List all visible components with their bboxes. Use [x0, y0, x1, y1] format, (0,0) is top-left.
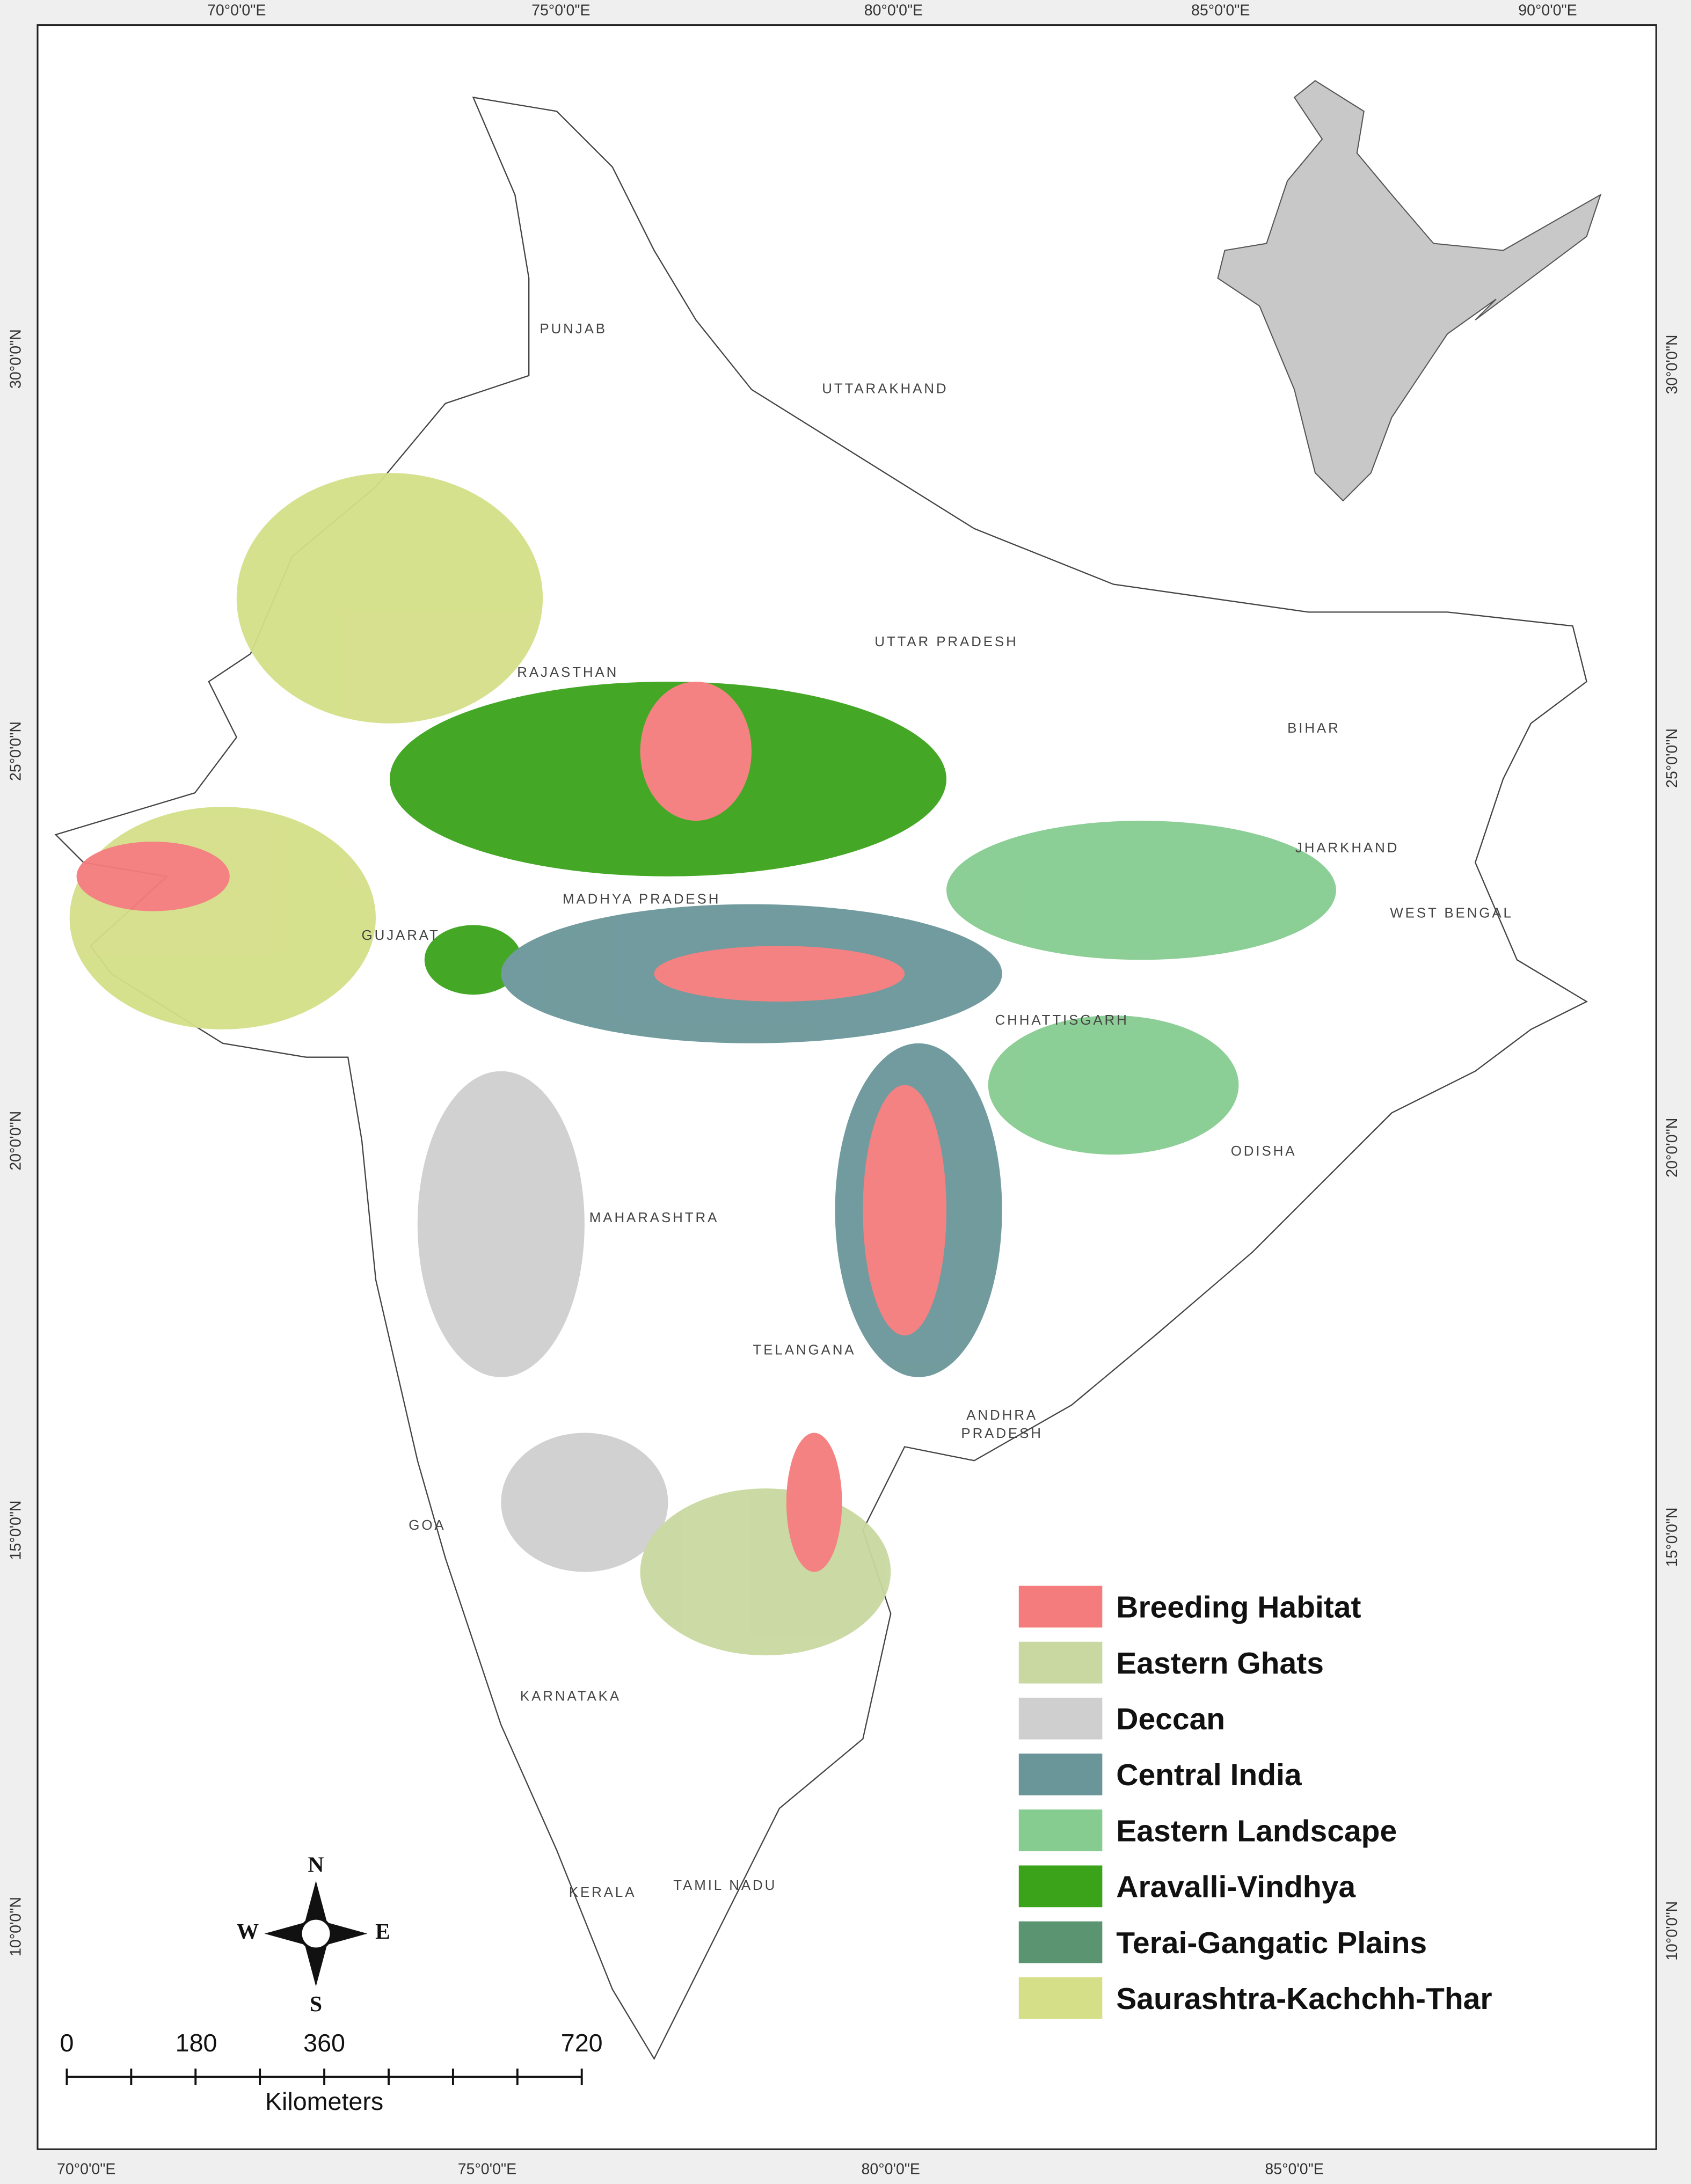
graticule-label: 75°0'0"E	[458, 2161, 516, 2178]
state-label: TELANGANA	[753, 1342, 856, 1357]
state-label: JHARKHAND	[1295, 841, 1399, 856]
legend-swatch	[1018, 1921, 1103, 1963]
graticule-label: 70°0'0"E	[207, 2, 266, 19]
inset-india	[1217, 80, 1602, 502]
graticule-label: 25°0'0"N	[1664, 728, 1681, 788]
scale-unit: Kilometers	[265, 2087, 383, 2115]
graticule-label: 75°0'0"E	[531, 2, 590, 19]
region-patch	[424, 925, 522, 995]
region-patch	[988, 1015, 1239, 1155]
compass	[264, 1881, 368, 1986]
legend-label: Central India	[1116, 1758, 1302, 1792]
graticule-label: 10°0'0"N	[8, 1897, 25, 1956]
legend: Breeding Habitat Eastern Ghats Deccan Centr…	[1018, 1586, 1492, 2019]
graticule-label: 30°0'0"N	[1664, 335, 1681, 395]
graticule-label: 15°0'0"N	[8, 1500, 25, 1560]
state-label: MADHYA PRADESH	[563, 892, 720, 907]
compass-label: E	[375, 1919, 390, 1944]
legend-label: Deccan	[1116, 1702, 1225, 1736]
state-label: GOA	[409, 1518, 446, 1533]
region-patch	[69, 807, 376, 1029]
compass-label: N	[308, 1852, 324, 1877]
scale-label: 180	[176, 2029, 217, 2057]
state-label: BIHAR	[1287, 721, 1340, 736]
state-label: RAJASTHAN	[517, 665, 618, 680]
legend-swatch	[1018, 1586, 1103, 1628]
region-patch	[76, 841, 230, 911]
legend-swatch	[1018, 1641, 1103, 1684]
compass-ring	[299, 1917, 333, 1951]
legend-label: Breeding Habitat	[1116, 1590, 1361, 1625]
state-label: PRADESH	[961, 1426, 1043, 1441]
graticule-label: 30°0'0"N	[8, 329, 25, 389]
state-label: ODISHA	[1231, 1144, 1297, 1159]
graticule-label: 10°0'0"N	[1664, 1901, 1681, 1961]
state-label: KERALA	[569, 1885, 637, 1900]
scale-label: 0	[60, 2029, 74, 2057]
compass-label: S	[310, 1991, 322, 2016]
scale-bar	[65, 2068, 583, 2085]
state-label: UTTAR PRADESH	[874, 634, 1018, 649]
habitat-regions	[69, 473, 1336, 1656]
compass-label: W	[237, 1919, 259, 1944]
region-patch	[640, 681, 752, 821]
region-patch	[417, 1071, 585, 1377]
legend-swatch	[1018, 1977, 1103, 2019]
legend-label: Eastern Ghats	[1116, 1646, 1324, 1681]
region-patch	[946, 821, 1336, 960]
state-label: WEST BENGAL	[1390, 906, 1513, 921]
legend-swatch	[1018, 1865, 1103, 1908]
legend-swatch	[1018, 1809, 1103, 1852]
state-label: GUJARAT	[362, 928, 440, 943]
legend-swatch	[1018, 1697, 1103, 1740]
region-patch	[640, 1488, 891, 1656]
legend-label: Saurashtra-Kachchh-Thar	[1116, 1982, 1492, 2016]
state-label: TAMIL NADU	[673, 1878, 777, 1893]
state-label: ANDHRA	[966, 1408, 1038, 1423]
scale-label: 360	[303, 2029, 345, 2057]
scale-label: 720	[561, 2029, 603, 2057]
graticule-label: 25°0'0"N	[8, 721, 25, 781]
state-label: UTTARAKHAND	[822, 382, 948, 397]
graticule-label: 70°0'0"E	[57, 2161, 115, 2178]
region-patch	[501, 1433, 668, 1572]
state-label: KARNATAKA	[520, 1689, 621, 1704]
region-patch	[863, 1085, 946, 1336]
graticule-label: 90°0'0"E	[1518, 2, 1577, 19]
region-patch	[654, 946, 905, 1002]
state-label: MAHARASHTRA	[589, 1210, 719, 1225]
graticule-label: 20°0'0"N	[8, 1111, 25, 1171]
legend-label: Terai-Gangatic Plains	[1116, 1926, 1427, 1960]
graticule-label: 20°0'0"N	[1664, 1118, 1681, 1178]
graticule-label: 15°0'0"N	[1664, 1507, 1681, 1567]
state-label: PUNJAB	[540, 322, 607, 337]
region-patch	[786, 1433, 842, 1572]
state-label: CHHATTISGARH	[995, 1013, 1129, 1028]
graticule-label: 80°0'0"E	[864, 2, 923, 19]
region-patch	[236, 473, 543, 724]
graticule-label: 80°0'0"E	[862, 2161, 920, 2178]
legend-label: Eastern Landscape	[1116, 1814, 1397, 1848]
graticule-label: 85°0'0"E	[1191, 2, 1250, 19]
graticule-label: 85°0'0"E	[1265, 2161, 1323, 2178]
legend-label: Aravalli-Vindhya	[1116, 1870, 1356, 1904]
legend-swatch	[1018, 1754, 1103, 1795]
